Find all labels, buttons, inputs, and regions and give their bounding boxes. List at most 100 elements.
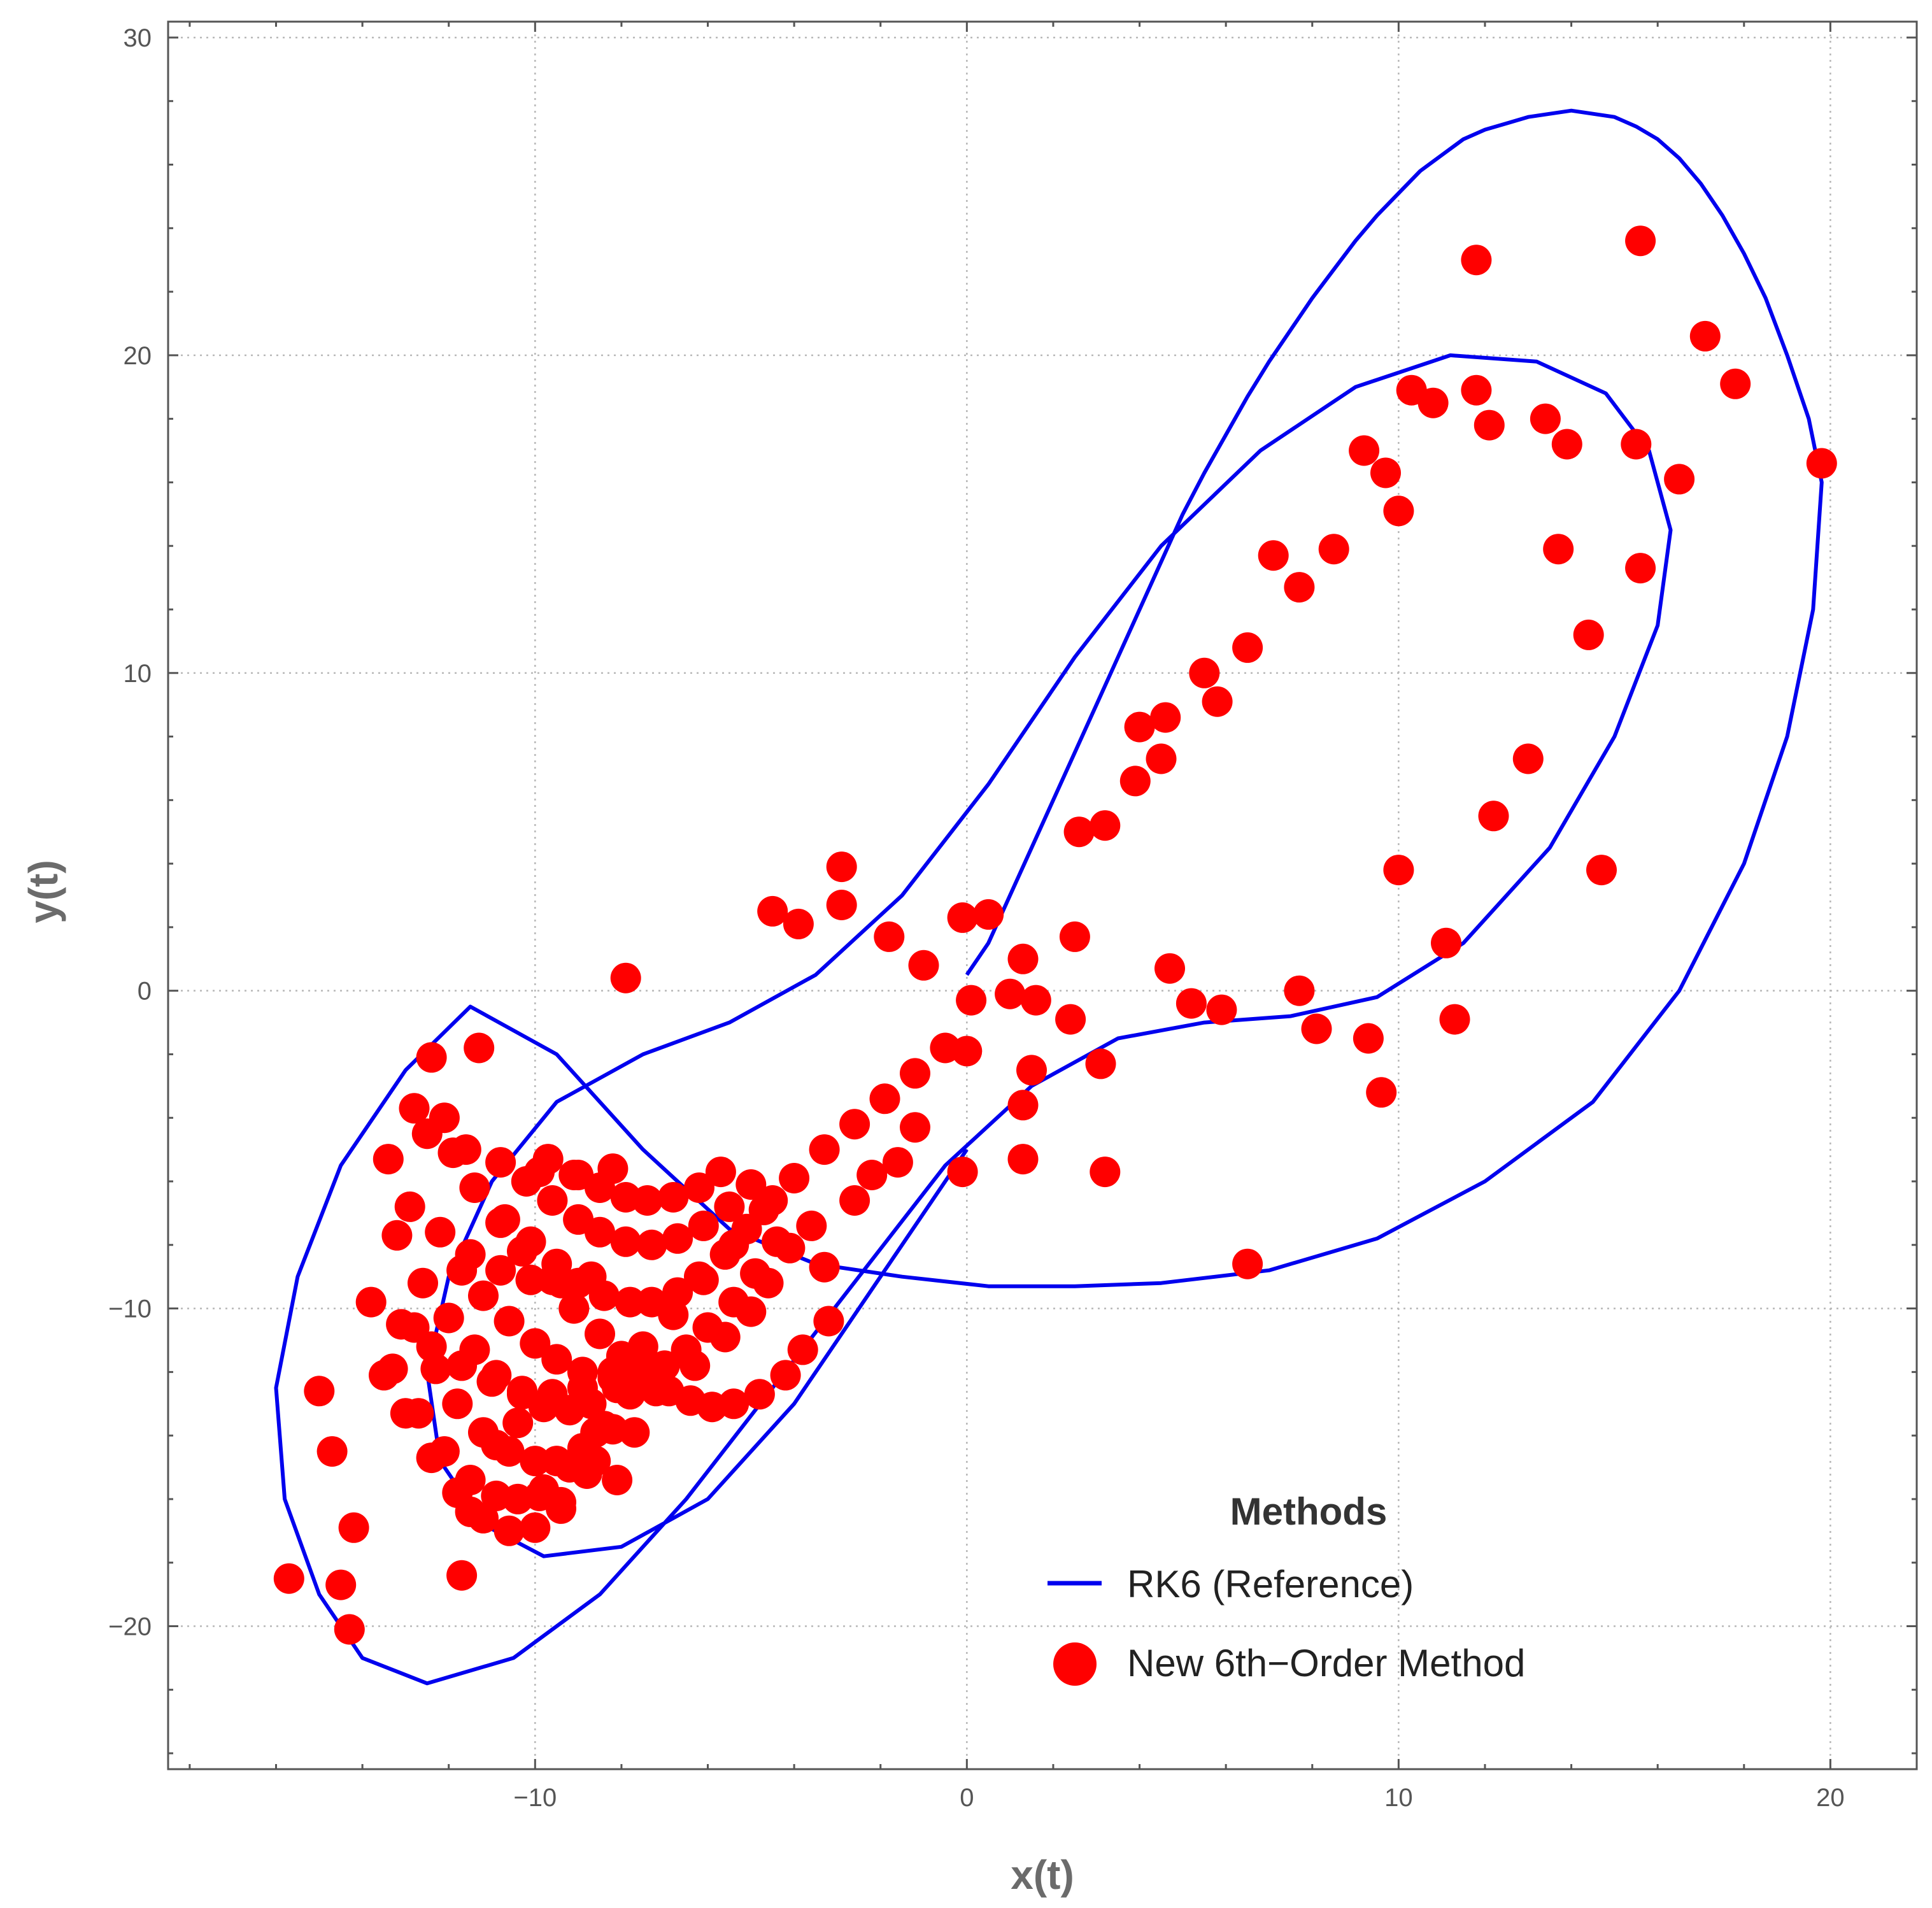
new-method-point bbox=[813, 1306, 844, 1337]
new-method-point bbox=[947, 1157, 978, 1188]
new-method-point bbox=[1090, 810, 1121, 841]
new-method-point bbox=[718, 1229, 749, 1260]
new-method-point bbox=[1189, 657, 1220, 688]
new-method-point bbox=[1202, 686, 1233, 717]
new-method-point bbox=[770, 1360, 801, 1391]
new-method-point bbox=[1085, 1048, 1116, 1079]
legend-label-new-method: New 6th−Order Method bbox=[1127, 1642, 1525, 1684]
new-method-point bbox=[1020, 985, 1051, 1016]
new-method-point bbox=[1543, 534, 1574, 565]
new-method-point bbox=[273, 1563, 304, 1594]
new-method-point bbox=[325, 1569, 357, 1600]
new-method-point bbox=[705, 1157, 736, 1188]
y-tick-label: 20 bbox=[124, 342, 152, 370]
new-method-point bbox=[1431, 927, 1461, 958]
new-method-point bbox=[1621, 429, 1652, 460]
new-method-point bbox=[1664, 464, 1695, 495]
new-method-point bbox=[1551, 429, 1582, 460]
new-method-point bbox=[718, 1388, 749, 1420]
new-method-point bbox=[446, 1350, 478, 1381]
new-method-point bbox=[1461, 245, 1492, 276]
new-method-point bbox=[455, 1239, 486, 1270]
new-method-point bbox=[1439, 1004, 1470, 1035]
new-method-point bbox=[783, 908, 814, 939]
new-method-point bbox=[394, 1191, 425, 1222]
new-method-point bbox=[1625, 225, 1656, 257]
y-axis-title: y(t) bbox=[20, 860, 66, 923]
new-method-point bbox=[787, 1334, 818, 1365]
new-method-point bbox=[1090, 1157, 1121, 1188]
new-method-point bbox=[744, 1379, 775, 1410]
new-method-point bbox=[567, 1372, 598, 1404]
new-method-point bbox=[809, 1251, 840, 1283]
x-tick-label: −10 bbox=[513, 1784, 557, 1812]
new-method-point bbox=[610, 962, 641, 993]
new-method-point bbox=[614, 1286, 646, 1318]
new-method-point bbox=[520, 1328, 551, 1359]
new-method-point bbox=[1059, 921, 1090, 952]
new-method-point bbox=[416, 1331, 447, 1362]
new-method-point bbox=[515, 1226, 546, 1257]
new-method-point bbox=[1016, 1055, 1047, 1086]
new-method-point bbox=[908, 950, 939, 981]
new-method-point bbox=[1301, 1013, 1332, 1044]
new-method-point bbox=[1318, 534, 1349, 565]
new-method-point bbox=[1383, 495, 1414, 527]
new-method-point bbox=[1366, 1077, 1397, 1108]
new-method-point bbox=[973, 899, 1004, 930]
new-method-point bbox=[1007, 1090, 1039, 1121]
new-method-point bbox=[494, 1306, 525, 1337]
new-method-series bbox=[273, 225, 1837, 1645]
new-method-point bbox=[900, 1058, 930, 1089]
new-method-point bbox=[316, 1436, 348, 1467]
new-method-point bbox=[416, 1442, 447, 1474]
new-method-point bbox=[1206, 994, 1237, 1025]
plot-frame bbox=[167, 20, 1918, 1770]
new-method-point bbox=[692, 1312, 723, 1343]
new-method-point bbox=[546, 1493, 576, 1524]
new-method-point bbox=[762, 1226, 792, 1257]
new-method-point bbox=[1625, 553, 1656, 584]
new-method-point bbox=[338, 1512, 369, 1543]
new-method-point bbox=[671, 1334, 702, 1365]
new-method-point bbox=[610, 1226, 641, 1257]
new-method-point bbox=[537, 1185, 568, 1216]
axis-ticks bbox=[168, 22, 1918, 1769]
new-method-point bbox=[718, 1286, 749, 1318]
new-method-point bbox=[649, 1350, 680, 1381]
new-method-point bbox=[1573, 619, 1604, 650]
new-method-point bbox=[442, 1477, 473, 1508]
new-method-point bbox=[464, 1032, 495, 1064]
new-method-point bbox=[1689, 320, 1721, 352]
x-tick-label: 0 bbox=[960, 1784, 974, 1812]
new-method-point bbox=[468, 1417, 499, 1448]
new-method-point bbox=[416, 1042, 447, 1073]
new-method-point bbox=[537, 1379, 568, 1410]
new-method-point bbox=[408, 1267, 438, 1299]
new-method-point bbox=[1150, 702, 1181, 733]
new-method-point bbox=[476, 1366, 508, 1397]
new-method-point bbox=[468, 1280, 499, 1311]
new-method-point bbox=[602, 1465, 633, 1495]
new-method-point bbox=[714, 1191, 745, 1222]
new-method-point bbox=[377, 1353, 408, 1385]
grid-lines bbox=[168, 22, 1917, 1769]
new-method-point bbox=[373, 1144, 404, 1175]
legend-label-rk6: RK6 (Reference) bbox=[1127, 1563, 1414, 1605]
new-method-point bbox=[585, 1216, 615, 1248]
new-method-point bbox=[411, 1118, 443, 1150]
new-method-point bbox=[524, 1157, 555, 1188]
new-method-point bbox=[1176, 988, 1207, 1019]
new-method-point bbox=[1007, 943, 1039, 974]
new-method-point bbox=[355, 1286, 387, 1318]
new-method-point bbox=[597, 1414, 629, 1445]
new-method-point bbox=[304, 1376, 335, 1407]
new-method-point bbox=[1232, 632, 1263, 663]
new-method-point bbox=[459, 1172, 490, 1203]
new-method-point bbox=[1530, 403, 1561, 434]
new-method-point bbox=[1063, 816, 1095, 848]
new-method-point bbox=[1478, 801, 1509, 832]
new-method-point bbox=[839, 1109, 870, 1140]
new-method-point bbox=[1284, 975, 1315, 1006]
new-method-point bbox=[585, 1318, 615, 1349]
